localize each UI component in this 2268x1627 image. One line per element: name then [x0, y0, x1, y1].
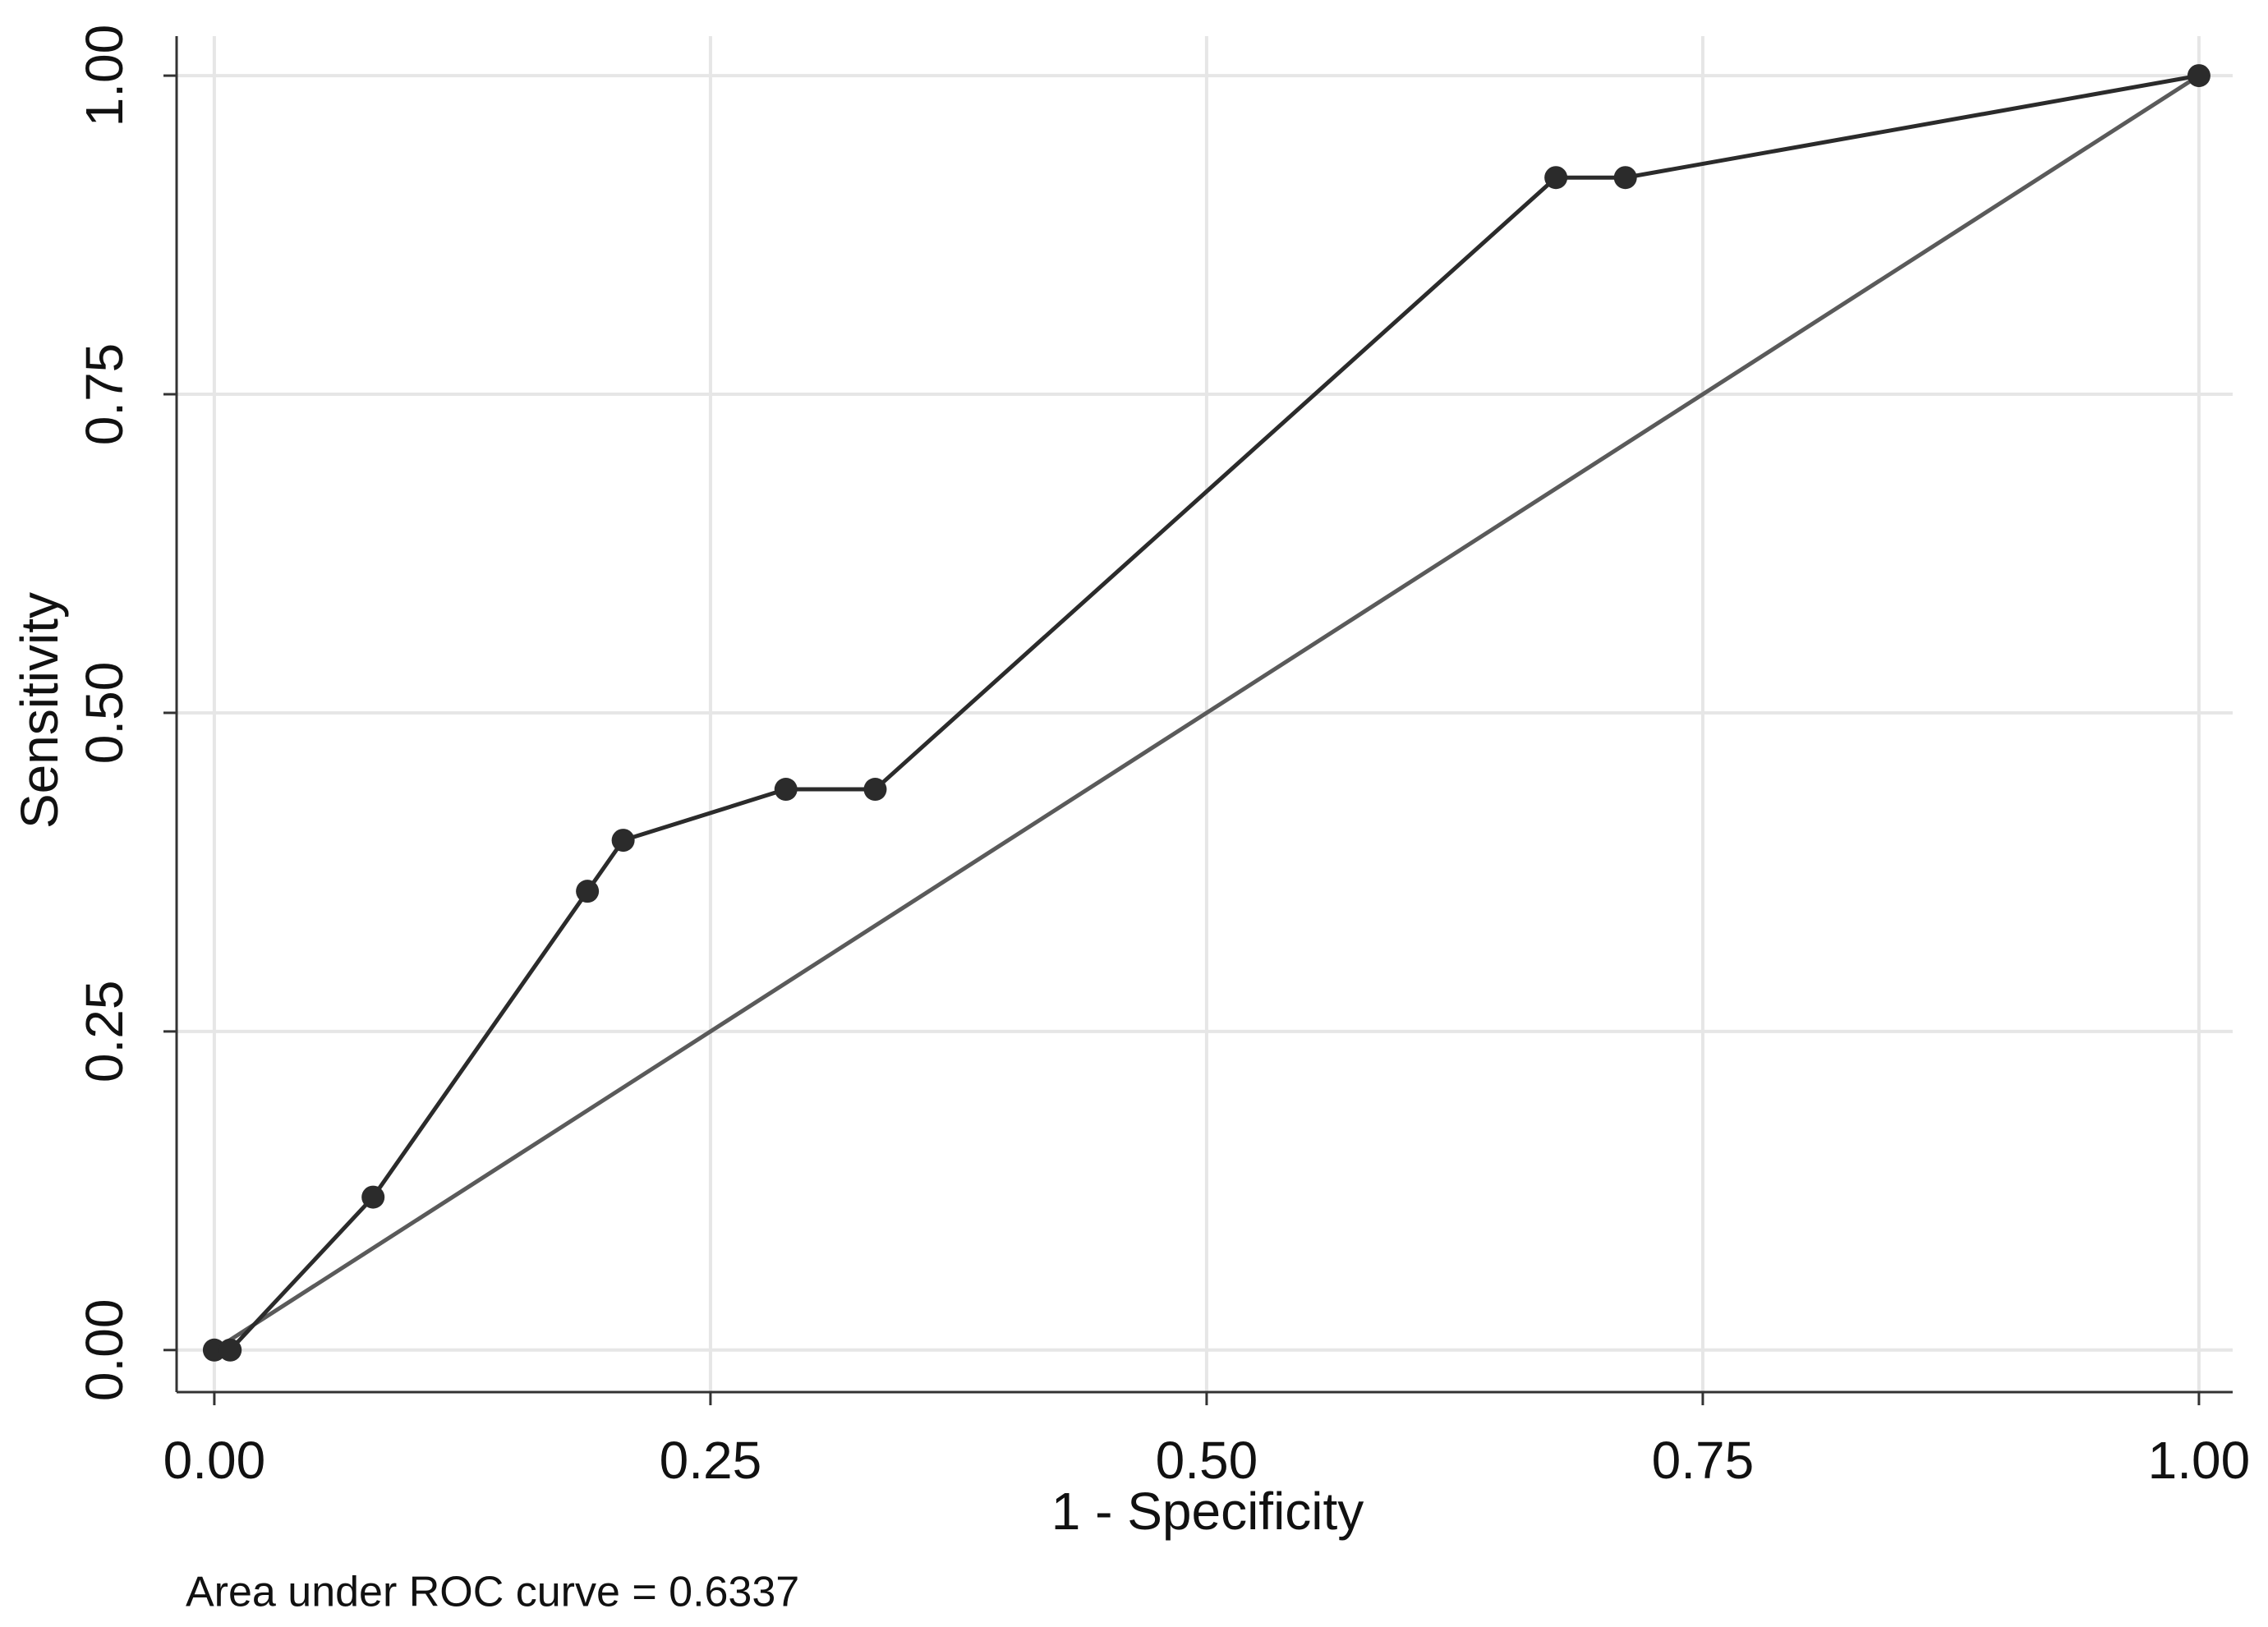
- point: [202, 1338, 226, 1362]
- y-tick-label: 0.50: [75, 662, 134, 765]
- series-line: [213, 73, 2201, 1352]
- point: [576, 880, 600, 903]
- point: [774, 778, 798, 802]
- y-tick-label: 0.75: [75, 343, 134, 446]
- point: [2187, 64, 2210, 88]
- point: [611, 829, 635, 853]
- x-tick-label: 0.75: [1652, 1431, 1755, 1490]
- point: [1613, 166, 1637, 190]
- x-tick-label: 1.00: [2148, 1431, 2251, 1490]
- y-tick-label: 0.25: [75, 981, 134, 1083]
- point: [863, 778, 887, 802]
- y-tick-label: 1.00: [75, 25, 134, 127]
- annotation: Area under ROC curve = 0.6337: [186, 1569, 799, 1616]
- point: [1544, 166, 1568, 190]
- y-axis-title: Sensitivity: [10, 592, 69, 829]
- x-tick-label: 0.50: [1156, 1431, 1258, 1490]
- y-tick-label: 0.00: [75, 1299, 134, 1402]
- point: [361, 1185, 385, 1209]
- x-axis-title: 1 - Specificity: [1051, 1482, 1364, 1541]
- x-tick-label: 0.00: [163, 1431, 266, 1490]
- point: [219, 1338, 242, 1362]
- series-line: [214, 73, 2200, 1353]
- x-tick-label: 0.25: [660, 1431, 762, 1490]
